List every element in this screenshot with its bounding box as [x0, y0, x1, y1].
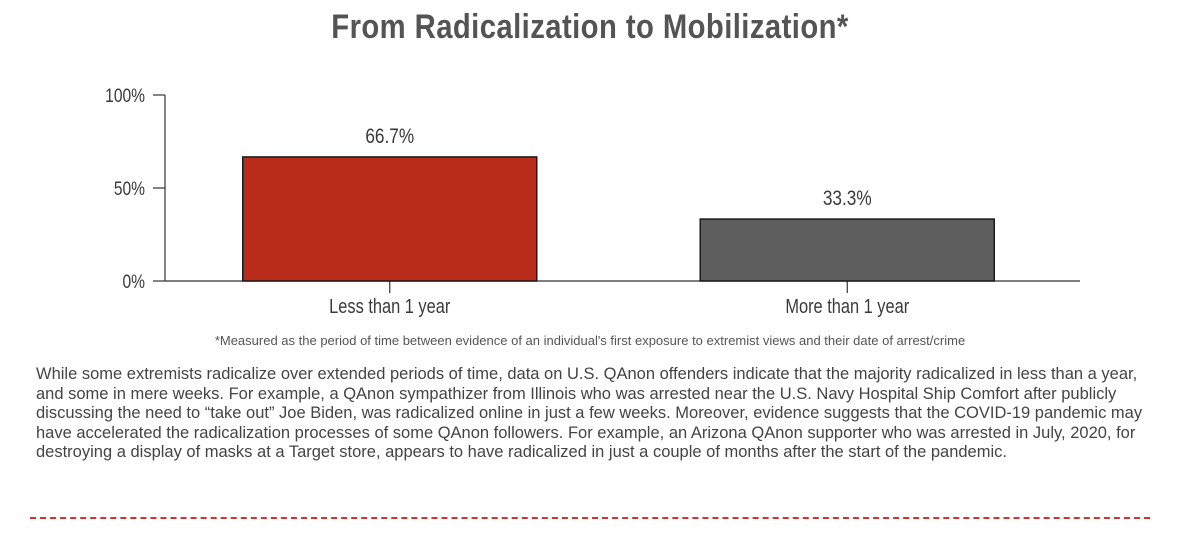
y-tick-label: 50%	[114, 178, 145, 200]
x-tick-label: More than 1 year	[785, 294, 909, 317]
bar-2	[699, 218, 995, 282]
data-label: 33.3%	[823, 188, 872, 211]
chart-labels: Less than 1 year 66.7% More than 1 year 33.…	[329, 125, 909, 317]
body-paragraph: While some extremists radicalize over ex…	[36, 365, 1143, 462]
chart-title: From Radicalization to Mobilization*	[331, 8, 849, 46]
chart-bars	[242, 156, 995, 282]
chart-footnote: *Measured as the period of time between …	[214, 333, 966, 348]
y-tick-label: 100%	[105, 85, 145, 107]
bar-1	[242, 156, 538, 282]
y-tick-label: 0%	[122, 271, 145, 293]
data-label: 66.7%	[365, 125, 414, 148]
bar-chart: 0% 50% 100% Less than 1 year 66.7% More than…	[105, 85, 1080, 317]
x-tick-label: Less than 1 year	[329, 294, 450, 317]
section-divider	[30, 517, 1150, 519]
